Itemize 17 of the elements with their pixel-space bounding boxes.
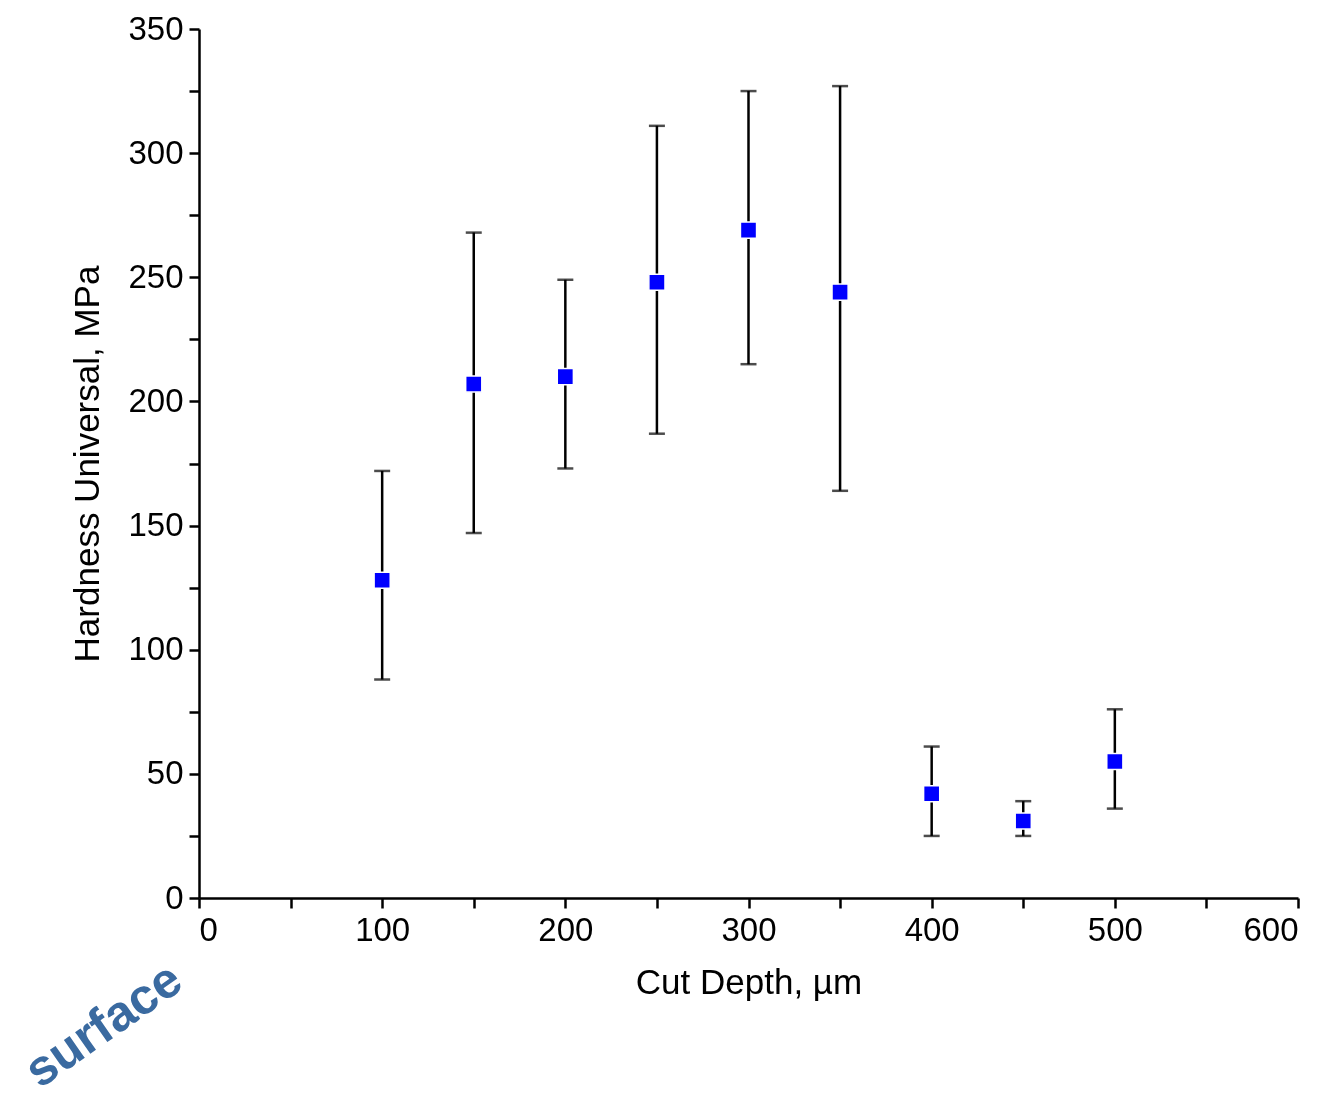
y-tick-label: 150 bbox=[128, 506, 184, 544]
x-axis-title: Cut Depth, µm bbox=[635, 961, 863, 1001]
y-axis-title: Hardness Universal, MPa bbox=[67, 265, 107, 663]
x-tick-label: 100 bbox=[355, 910, 411, 948]
x-tick-label: 0 bbox=[199, 910, 218, 948]
y-tick-label: 100 bbox=[128, 630, 184, 668]
x-tick-label: 400 bbox=[904, 910, 960, 948]
x-tick-label: 200 bbox=[538, 910, 594, 948]
y-tick-label: 50 bbox=[146, 754, 184, 792]
y-tick-label: 200 bbox=[128, 381, 184, 419]
x-tick-label: 600 bbox=[1243, 910, 1299, 948]
y-tick-label: 0 bbox=[165, 878, 184, 916]
x-tick-label: 500 bbox=[1087, 910, 1143, 948]
y-tick-label: 300 bbox=[128, 133, 184, 171]
y-tick-label: 350 bbox=[128, 9, 184, 47]
x-tick-label: 300 bbox=[721, 910, 777, 948]
y-tick-label: 250 bbox=[128, 257, 184, 295]
